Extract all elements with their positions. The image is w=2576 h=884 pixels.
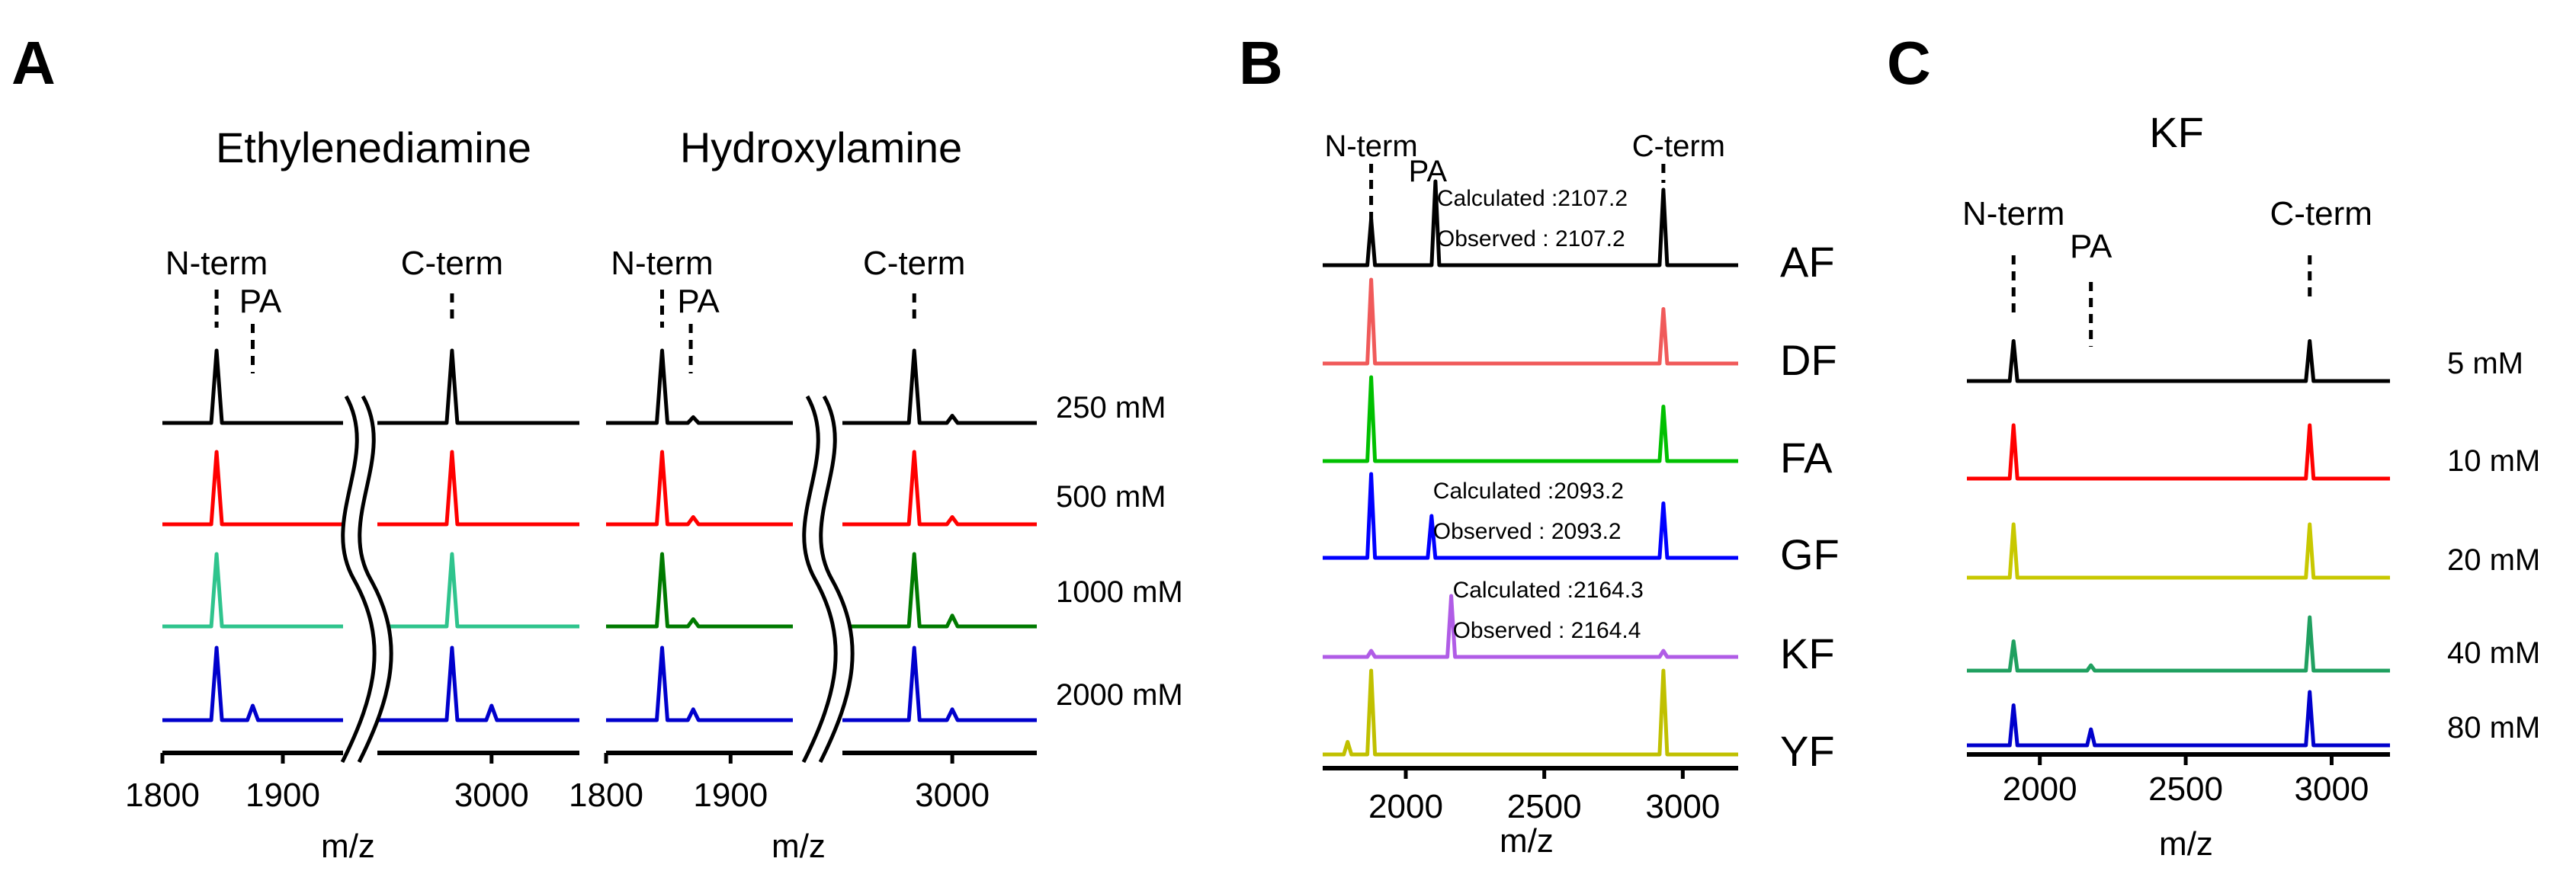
panel-b-cterm-label: C-term xyxy=(1632,130,1725,163)
panel-a-0-break-mask xyxy=(345,392,391,766)
panel-a-0-pa-label: PA xyxy=(239,283,282,320)
panel-b-obs-af: Observed : 2107.2 xyxy=(1437,226,1625,251)
panel-a-row-label-1: 500 mM xyxy=(1056,480,1166,514)
panel-c-trace-3 xyxy=(1967,615,2390,673)
panel-c-row-label-1: 10 mM xyxy=(2447,444,2540,478)
panel-a-0-xlabel: m/z xyxy=(321,828,375,865)
panel-a-1-trace-3-left xyxy=(606,645,793,722)
panel-c-row-label-4: 80 mM xyxy=(2447,711,2540,745)
panel-c-row-label-0: 5 mM xyxy=(2447,347,2523,380)
panel-b-label-gf: GF xyxy=(1780,530,1840,578)
panel-a-0-tick-label-1-0: 3000 xyxy=(454,777,529,814)
panel-a-1-trace-0-right xyxy=(842,348,1037,425)
panel-a-1-pa-label: PA xyxy=(677,283,720,320)
panel-b-trace-gf xyxy=(1323,472,1738,560)
panel-a-1-trace-0-left xyxy=(606,348,793,425)
panel-a-0-break-right xyxy=(357,395,393,764)
panel-b-tick-label-1: 2500 xyxy=(1507,788,1582,825)
panel-a-0-trace-3-left xyxy=(162,645,343,722)
panel-c-row-label-3: 40 mM xyxy=(2447,636,2540,670)
panel-b-label-kf: KF xyxy=(1780,629,1835,677)
panel-b-label-yf: YF xyxy=(1780,727,1835,775)
panel-c-trace-4 xyxy=(1967,690,2390,748)
panel-b-calc-gf: Calculated :2093.2 xyxy=(1433,479,1624,504)
panel-a-0-trace-0-left xyxy=(162,348,343,425)
panel-b-label-df: DF xyxy=(1780,336,1837,384)
panel-a-row-label-0: 250 mM xyxy=(1056,391,1166,424)
panel-c-nterm-label: N-term xyxy=(1962,195,2064,232)
panel-a-0-trace-1-left xyxy=(162,450,343,527)
panel-c-tick-label-1: 2500 xyxy=(2148,770,2223,808)
panel-a-0-title: Ethylenediamine xyxy=(216,123,531,171)
panel-b-obs-kf: Observed : 2164.4 xyxy=(1453,618,1641,643)
panel-a-0-nterm-label: N-term xyxy=(165,245,268,282)
panel-b-trace-af xyxy=(1323,179,1738,267)
panel-a-0-tick-label-0-1: 1900 xyxy=(245,777,320,814)
panel-c-trace-0 xyxy=(1967,339,2390,383)
panel-b-trace-df xyxy=(1323,277,1738,366)
panel-c-tick-label-0: 2000 xyxy=(2003,770,2077,808)
panel-a-1-cterm-label: C-term xyxy=(863,245,965,282)
panel-a-1-tick-label-1-0: 3000 xyxy=(915,777,990,814)
panel-a-1-trace-1-left xyxy=(606,450,793,527)
panel-a-1-xlabel: m/z xyxy=(772,828,826,865)
panel-b-trace-kf xyxy=(1323,594,1738,659)
panel-a-0-trace-2-right xyxy=(377,552,579,629)
panel-letter-b: B xyxy=(1239,29,1283,97)
panel-b-trace-yf xyxy=(1323,668,1738,757)
panel-b-trace-fa xyxy=(1323,375,1738,463)
panel-b-calc-af: Calculated :2107.2 xyxy=(1437,186,1628,211)
panel-a-row-label-3: 2000 mM xyxy=(1056,678,1183,712)
panel-b-tick-label-2: 3000 xyxy=(1645,788,1720,825)
panel-b-nterm-label: N-term xyxy=(1324,130,1417,163)
panel-c-trace-1 xyxy=(1967,423,2390,481)
panel-c-tick-label-2: 3000 xyxy=(2295,770,2369,808)
panel-a-1-break-mask xyxy=(806,392,852,766)
panel-a-1-nterm-label: N-term xyxy=(611,245,713,282)
panel-a-0-tick-label-0-0: 1800 xyxy=(125,777,200,814)
panel-c-cterm-label: C-term xyxy=(2270,195,2372,232)
panel-a-1-tick-label-0-1: 1900 xyxy=(693,777,768,814)
panel-b: AF Calculated :2107.2 Observed : 2107.2 DF F… xyxy=(1323,130,1840,860)
panel-b-obs-gf: Observed : 2093.2 xyxy=(1433,519,1622,544)
panel-a-1-trace-2-left xyxy=(606,552,793,629)
panel-b-tick-label-0: 2000 xyxy=(1368,788,1443,825)
panel-c-xlabel: m/z xyxy=(2159,825,2213,863)
panel-b-xlabel: m/z xyxy=(1500,822,1554,860)
panel-b-label-af: AF xyxy=(1780,238,1835,286)
panel-a-1-trace-3-right xyxy=(842,645,1037,722)
panel-a-row-label-2: 1000 mM xyxy=(1056,575,1183,609)
panel-a-0-trace-2-left xyxy=(162,552,343,629)
panel-b-pa-label: PA xyxy=(1409,155,1448,188)
panel-c-row-label-2: 20 mM xyxy=(2447,543,2540,577)
panel-a-1-tick-label-0-0: 1800 xyxy=(569,777,643,814)
panel-a-1-break-right xyxy=(818,395,855,764)
panel-a-0-trace-3-right xyxy=(377,645,579,722)
panel-a-1-title: Hydroxylamine xyxy=(680,123,962,171)
panel-a-0-break-left xyxy=(340,395,377,764)
panel-a-1-break-left xyxy=(801,395,838,764)
panel-a-0-trace-0-right xyxy=(377,348,579,425)
panel-a-0-trace-1-right xyxy=(377,450,579,527)
panel-letter-a: A xyxy=(11,29,56,97)
panel-a-0-cterm-label: C-term xyxy=(401,245,503,282)
panel-c-title: KF xyxy=(2149,108,2204,156)
panel-a-1-trace-1-right xyxy=(842,450,1037,527)
panel-b-label-fa: FA xyxy=(1780,434,1833,482)
panel-a-1-trace-2-right xyxy=(842,552,1037,629)
panel-b-calc-kf: Calculated :2164.3 xyxy=(1453,578,1644,603)
panel-letter-c: C xyxy=(1887,29,1931,97)
panel-c-pa-label: PA xyxy=(2070,228,2112,265)
panel-c-trace-2 xyxy=(1967,522,2390,580)
